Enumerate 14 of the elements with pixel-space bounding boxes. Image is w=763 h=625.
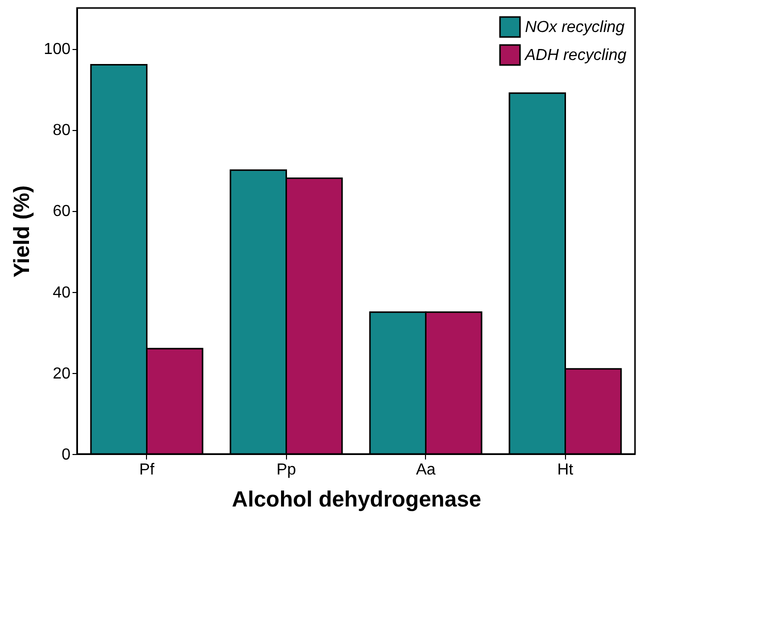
y-tick-label: 0 [62, 446, 71, 464]
y-tick-label: 100 [44, 41, 71, 58]
legend-label: NOx recycling [525, 19, 625, 36]
x-axis-title: Alcohol dehydrogenase [232, 486, 482, 512]
y-tick-label: 60 [52, 203, 71, 220]
y-tick-label: 20 [52, 365, 71, 382]
legend-label: ADH recycling [524, 47, 626, 64]
y-tick-label: 40 [52, 284, 71, 302]
y-axis-title: Yield (%) [8, 185, 34, 278]
x-tick-label: Aa [416, 462, 436, 478]
x-tick-label: Ht [557, 462, 574, 478]
x-tick-label: Pf [139, 462, 155, 478]
y-tick-label: 80 [52, 122, 71, 140]
x-tick-label: Pp [276, 462, 296, 478]
